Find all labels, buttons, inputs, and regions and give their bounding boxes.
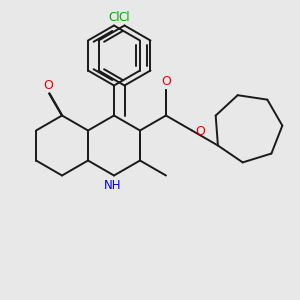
Text: O: O: [195, 125, 205, 139]
Text: O: O: [43, 79, 53, 92]
Text: Cl: Cl: [108, 11, 120, 24]
Text: O: O: [161, 75, 171, 88]
Text: NH: NH: [104, 179, 121, 192]
Text: Cl: Cl: [119, 11, 130, 24]
